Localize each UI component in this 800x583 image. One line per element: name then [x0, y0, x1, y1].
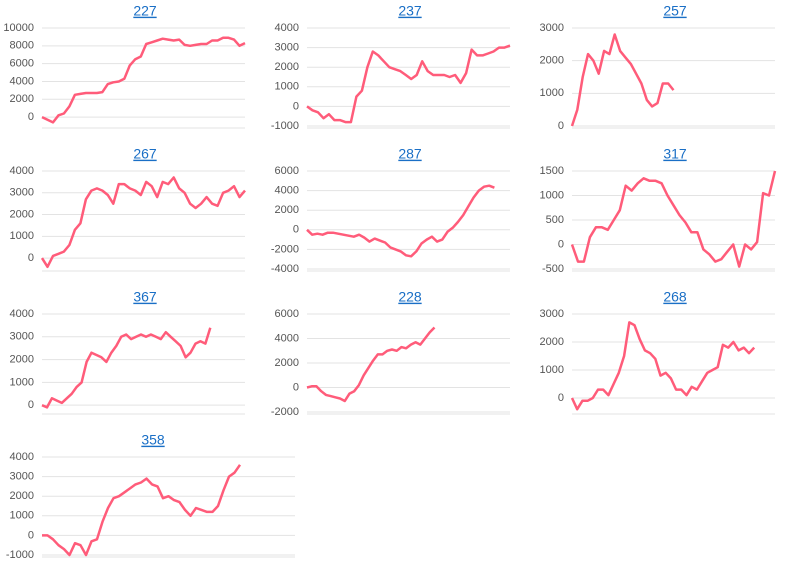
y-tick-label: 2000: [275, 357, 299, 369]
y-tick-label: 4000: [10, 451, 34, 463]
y-tick-label: 6000: [275, 165, 299, 177]
y-tick-label: 2000: [275, 61, 299, 73]
y-tick-label: 0: [293, 224, 299, 236]
y-tick-label: 1000: [540, 189, 564, 201]
chart-title[interactable]: 227: [133, 3, 157, 19]
y-tick-label: 4000: [275, 22, 299, 34]
chart-title[interactable]: 257: [663, 3, 687, 19]
y-tick-label: 2000: [10, 353, 34, 365]
y-tick-label: 3000: [10, 331, 34, 343]
y-tick-label: 2000: [10, 208, 34, 220]
y-tick-label: 0: [28, 529, 34, 541]
y-tick-label: 2000: [540, 55, 564, 67]
data-line: [41, 36, 246, 124]
data-line: [306, 326, 436, 403]
y-tick-label: 0: [28, 399, 34, 411]
y-tick-label: 3000: [10, 187, 34, 199]
y-tick-label: 0: [293, 381, 299, 393]
data-line: [570, 170, 777, 268]
y-tick-label: 1000: [10, 230, 34, 242]
chart-title[interactable]: 287: [398, 146, 422, 162]
y-tick-label: 1000: [275, 81, 299, 93]
y-tick-label: 1500: [540, 165, 564, 177]
chart-title[interactable]: 317: [663, 146, 687, 162]
y-tick-label: 3000: [540, 308, 564, 320]
y-tick-label: 6000: [10, 58, 34, 70]
y-tick-label: 6000: [275, 308, 299, 320]
y-tick-label: 1000: [540, 364, 564, 376]
y-tick-label: 3000: [540, 22, 564, 34]
y-tick-label: 3000: [275, 42, 299, 54]
y-tick-label: 1000: [540, 87, 564, 99]
y-tick-label: 500: [546, 214, 564, 226]
y-tick-label: 4000: [275, 185, 299, 197]
y-tick-label: 2000: [10, 490, 34, 502]
y-tick-label: 0: [28, 252, 34, 264]
y-tick-label: -1000: [6, 549, 34, 561]
y-tick-label: 10000: [3, 22, 34, 34]
chart-title[interactable]: 228: [398, 289, 422, 305]
y-tick-label: 4000: [10, 75, 34, 87]
y-tick-label: 0: [558, 238, 564, 250]
chart-title[interactable]: 267: [133, 146, 157, 162]
chart-title[interactable]: 367: [133, 289, 157, 305]
y-tick-label: -1000: [271, 120, 299, 132]
y-tick-label: 0: [28, 111, 34, 123]
y-tick-label: 4000: [275, 332, 299, 344]
y-tick-label: 2000: [10, 93, 34, 105]
y-tick-label: -4000: [271, 263, 299, 275]
y-tick-label: 8000: [10, 40, 34, 52]
chart-title[interactable]: 358: [141, 432, 165, 448]
data-line: [570, 33, 675, 127]
y-tick-label: 0: [558, 392, 564, 404]
y-tick-label: 3000: [10, 471, 34, 483]
y-tick-label: 1000: [10, 510, 34, 522]
chart-title[interactable]: 237: [398, 3, 422, 19]
chart-title[interactable]: 268: [663, 289, 687, 305]
y-tick-label: 1000: [10, 376, 34, 388]
data-line: [570, 321, 756, 411]
data-line: [306, 44, 511, 124]
y-tick-label: 2000: [540, 336, 564, 348]
data-line: [306, 184, 495, 258]
data-line: [40, 176, 246, 269]
y-tick-label: 2000: [275, 204, 299, 216]
y-tick-label: 4000: [10, 165, 34, 177]
y-tick-label: -500: [542, 263, 564, 275]
y-tick-label: -2000: [271, 406, 299, 418]
y-tick-label: 0: [558, 120, 564, 132]
y-tick-label: 0: [293, 100, 299, 112]
y-tick-label: 4000: [10, 308, 34, 320]
y-tick-label: -2000: [271, 243, 299, 255]
data-line: [42, 464, 242, 557]
data-line: [41, 327, 212, 409]
